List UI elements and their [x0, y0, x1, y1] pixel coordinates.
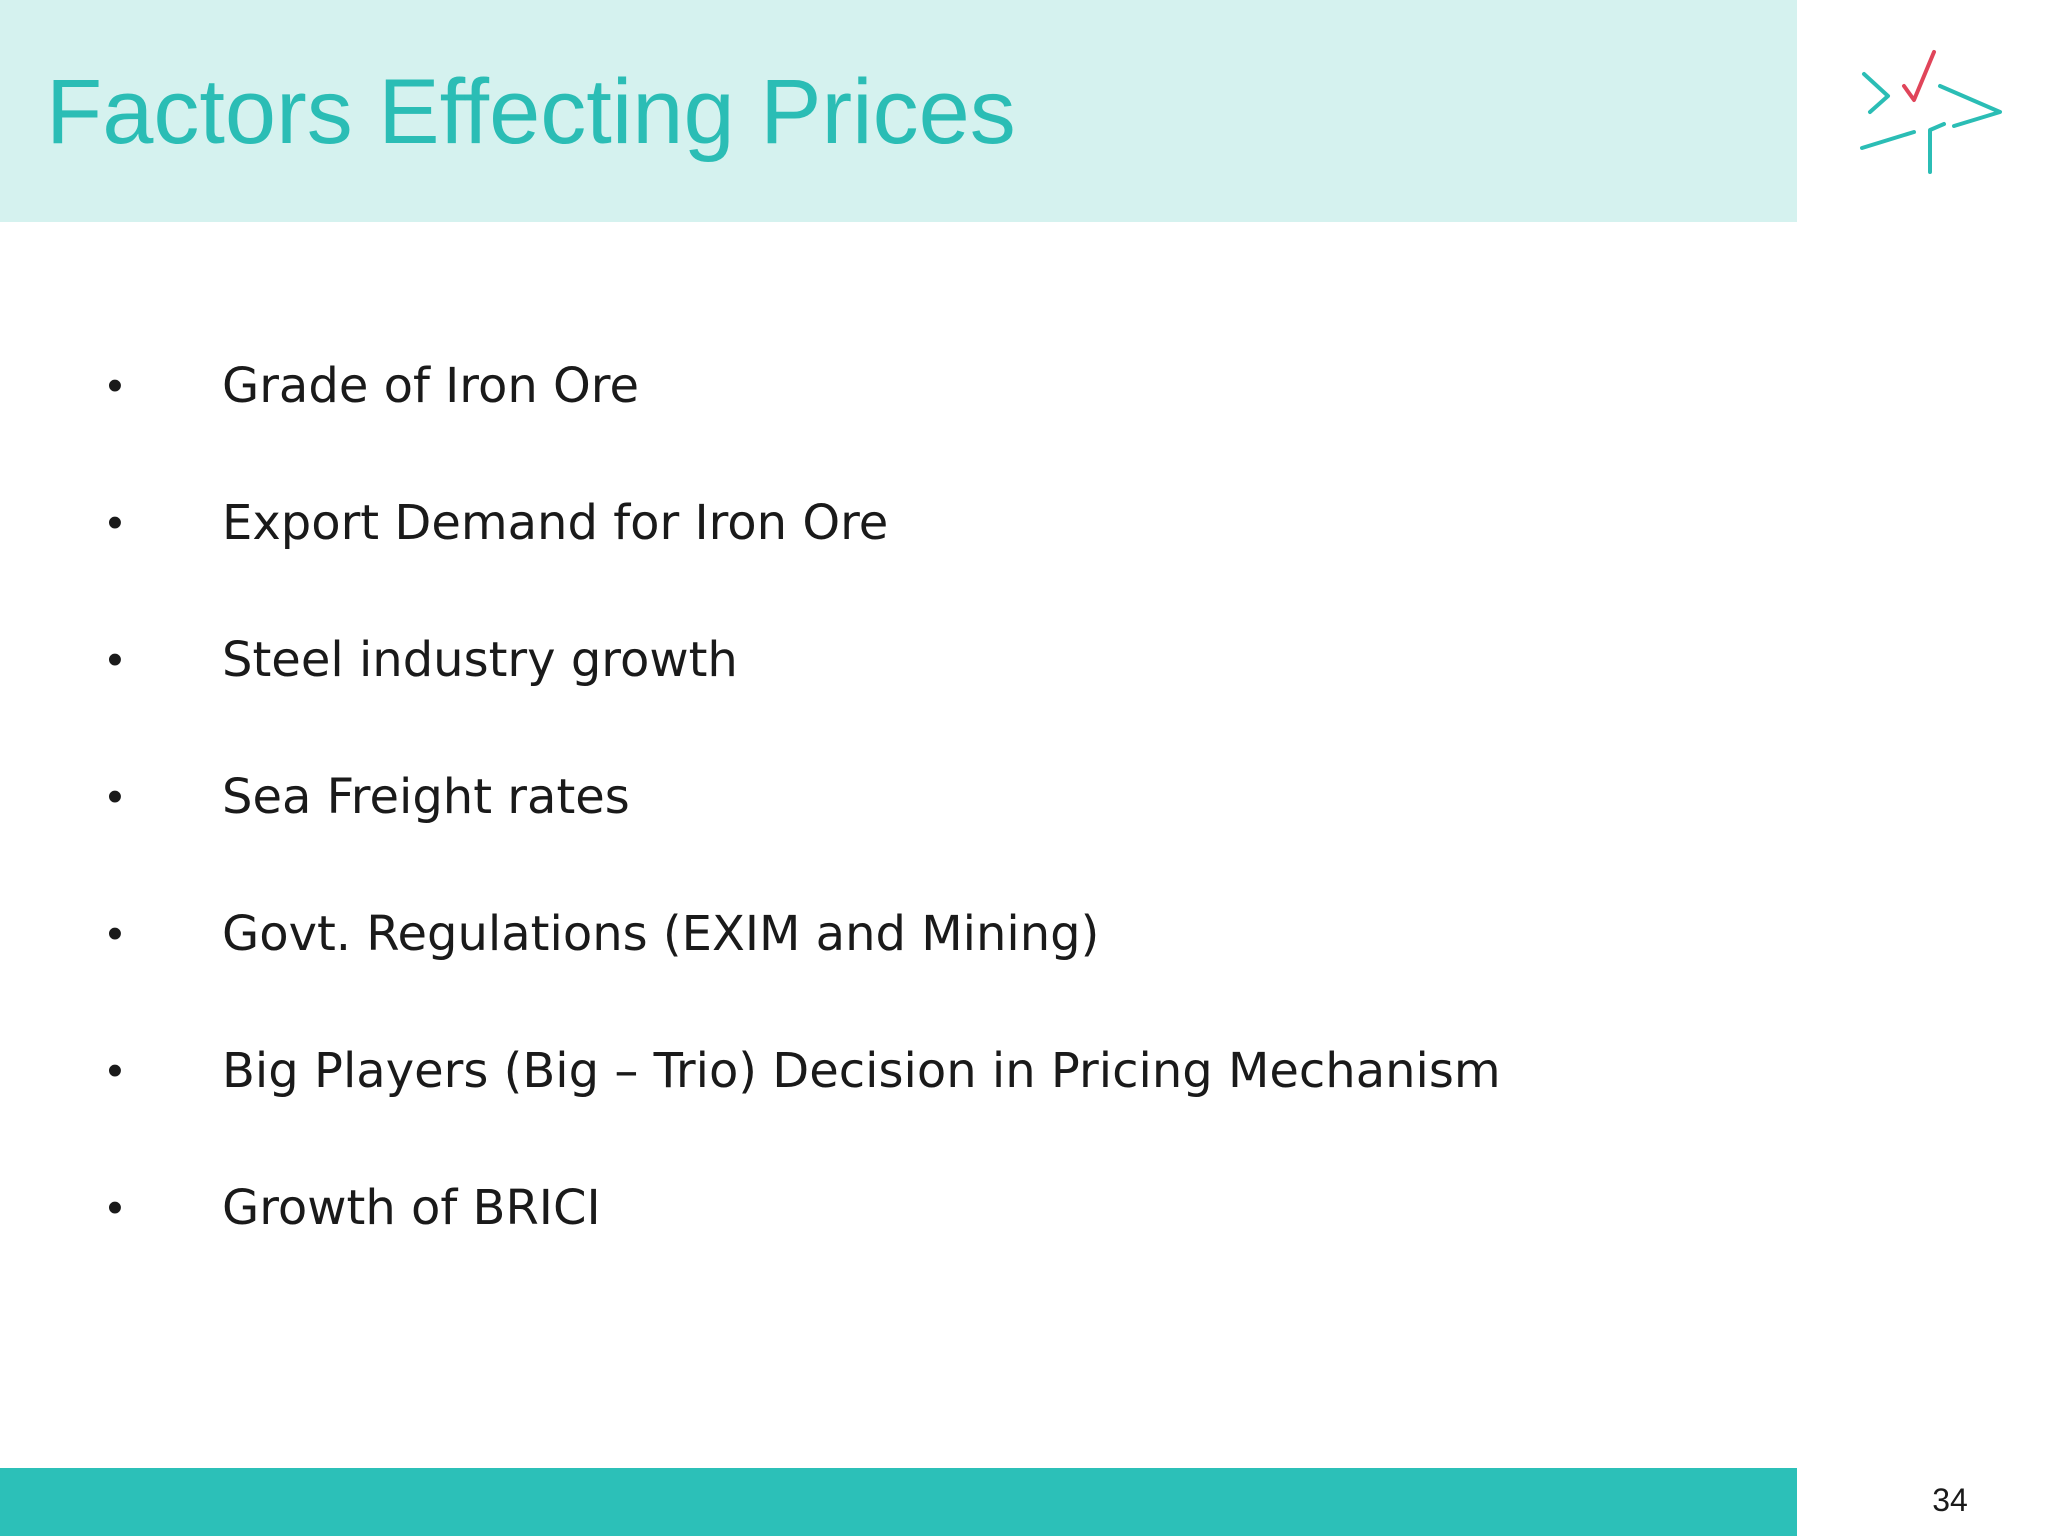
bullet-text: Govt. Regulations (EXIM and Mining)	[222, 906, 1100, 962]
bullet-marker: •	[107, 909, 123, 958]
bullet-marker: •	[107, 498, 123, 547]
page-number: 34	[1932, 1482, 1968, 1518]
bullet-text: Export Demand for Iron Ore	[222, 495, 889, 551]
footer-band	[0, 1468, 1797, 1536]
slide-title: Factors Effecting Prices	[46, 61, 1016, 163]
bullet-text: Big Players (Big – Trio) Decision in Pri…	[222, 1043, 1501, 1099]
bullet-text: Steel industry growth	[222, 632, 738, 688]
bullet-text: Sea Freight rates	[222, 769, 630, 825]
bullet-marker: •	[107, 635, 123, 684]
bullet-text: Growth of BRICI	[222, 1180, 601, 1236]
bullet-marker: •	[107, 1046, 123, 1095]
bullet-marker: •	[107, 1183, 123, 1232]
title-band: Factors Effecting Prices	[0, 0, 1797, 222]
star-arrows-logo-icon	[1854, 40, 2004, 190]
bullet-marker: •	[107, 361, 123, 410]
bullet-marker: •	[107, 772, 123, 821]
bullet-text: Grade of Iron Ore	[222, 358, 639, 414]
